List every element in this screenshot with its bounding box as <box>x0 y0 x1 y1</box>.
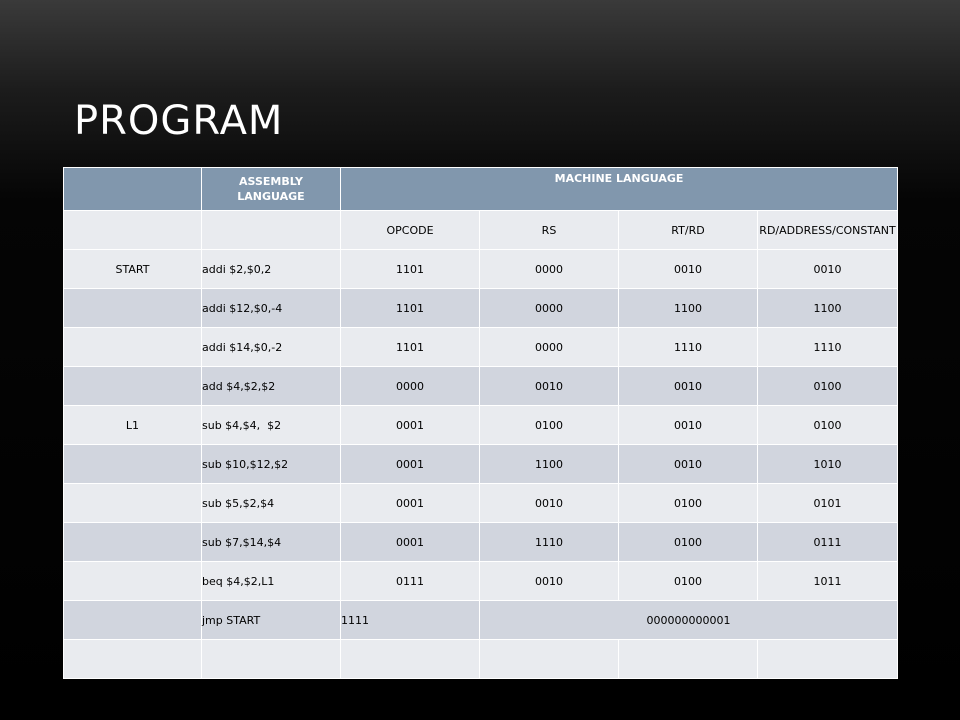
rt-rd-cell: 0010 <box>618 249 758 289</box>
subheader-rs: RS <box>479 210 619 250</box>
subheader-blank-cell <box>63 210 202 250</box>
table-row-jump: jmp START 1111 000000000001 <box>63 600 899 640</box>
rd-address-cell: 0100 <box>756 366 899 406</box>
rt-rd-cell: 1100 <box>618 288 758 328</box>
table-row: L1 sub $4,$4, $2 0001 0100 0010 0100 <box>63 405 899 445</box>
table-header-row: ASSEMBLY LANGUAGE MACHINE LANGUAGE <box>63 167 899 211</box>
assembly-instruction: jmp START <box>201 600 341 640</box>
opcode-cell: 0001 <box>340 405 480 445</box>
row-label <box>63 561 202 601</box>
rd-address-cell: 1100 <box>756 288 899 328</box>
slide-title: PROGRAM <box>74 98 284 144</box>
rs-cell: 0000 <box>479 288 619 328</box>
opcode-cell: 1101 <box>340 327 480 367</box>
empty-cell <box>618 639 758 679</box>
empty-cell <box>201 639 341 679</box>
rt-rd-cell: 0100 <box>618 483 758 523</box>
empty-cell <box>63 639 202 679</box>
table-row: START addi $2,$0,2 1101 0000 0010 0010 <box>63 249 899 289</box>
rt-rd-cell: 0010 <box>618 444 758 484</box>
header-machine-language: MACHINE LANGUAGE <box>339 167 899 211</box>
row-label: L1 <box>63 405 202 445</box>
rd-address-cell: 1110 <box>756 327 899 367</box>
subheader-blank-cell <box>201 210 341 250</box>
assembly-instruction: sub $4,$4, $2 <box>201 405 341 445</box>
table-subheader-row: OPCODE RS RT/RD RD/ADDRESS/CONSTANT <box>63 210 899 250</box>
empty-cell <box>756 639 899 679</box>
table-row-empty <box>63 639 899 679</box>
opcode-cell: 0001 <box>340 522 480 562</box>
program-table: ASSEMBLY LANGUAGE MACHINE LANGUAGE OPCOD… <box>63 167 899 679</box>
opcode-cell: 0001 <box>340 444 480 484</box>
row-label <box>63 600 202 640</box>
row-label <box>63 444 202 484</box>
opcode-cell: 1101 <box>340 249 480 289</box>
opcode-cell: 0111 <box>340 561 480 601</box>
rs-cell: 0000 <box>479 327 619 367</box>
rs-cell: 0010 <box>479 483 619 523</box>
assembly-instruction: sub $10,$12,$2 <box>201 444 341 484</box>
assembly-instruction: beq $4,$2,L1 <box>201 561 341 601</box>
rs-cell: 0010 <box>479 561 619 601</box>
rs-cell: 1110 <box>479 522 619 562</box>
subheader-rt-rd: RT/RD <box>618 210 758 250</box>
rd-address-cell: 0101 <box>756 483 899 523</box>
opcode-cell: 0001 <box>340 483 480 523</box>
rs-cell: 0000 <box>479 249 619 289</box>
row-label: START <box>63 249 202 289</box>
empty-cell <box>479 639 619 679</box>
rd-address-cell: 1011 <box>756 561 899 601</box>
assembly-instruction: addi $12,$0,-4 <box>201 288 341 328</box>
row-label <box>63 522 202 562</box>
rs-cell: 0010 <box>479 366 619 406</box>
opcode-cell: 1111 <box>340 600 480 640</box>
assembly-instruction: add $4,$2,$2 <box>201 366 341 406</box>
table-row: beq $4,$2,L1 0111 0010 0100 1011 <box>63 561 899 601</box>
subheader-rd-address-constant: RD/ADDRESS/CONSTANT <box>756 210 899 250</box>
rd-address-cell: 0111 <box>756 522 899 562</box>
opcode-cell: 1101 <box>340 288 480 328</box>
header-assembly-language: ASSEMBLY LANGUAGE <box>201 167 341 211</box>
rt-rd-cell: 0100 <box>618 561 758 601</box>
rt-rd-cell: 0010 <box>618 405 758 445</box>
row-label <box>63 483 202 523</box>
rs-cell: 0100 <box>479 405 619 445</box>
assembly-instruction: sub $7,$14,$4 <box>201 522 341 562</box>
table-row: addi $14,$0,-2 1101 0000 1110 1110 <box>63 327 899 367</box>
row-label <box>63 327 202 367</box>
assembly-instruction: addi $2,$0,2 <box>201 249 341 289</box>
rt-rd-cell: 1110 <box>618 327 758 367</box>
assembly-instruction: addi $14,$0,-2 <box>201 327 341 367</box>
rs-cell: 1100 <box>479 444 619 484</box>
table-row: sub $7,$14,$4 0001 1110 0100 0111 <box>63 522 899 562</box>
row-label <box>63 366 202 406</box>
table-row: addi $12,$0,-4 1101 0000 1100 1100 <box>63 288 899 328</box>
assembly-instruction: sub $5,$2,$4 <box>201 483 341 523</box>
rd-address-cell: 1010 <box>756 444 899 484</box>
row-label <box>63 288 202 328</box>
opcode-cell: 0000 <box>340 366 480 406</box>
rt-rd-cell: 0010 <box>618 366 758 406</box>
header-blank-cell <box>63 167 202 211</box>
rd-address-cell: 0010 <box>756 249 899 289</box>
table-row: sub $10,$12,$2 0001 1100 0010 1010 <box>63 444 899 484</box>
empty-cell <box>340 639 480 679</box>
rd-address-cell: 0100 <box>756 405 899 445</box>
table-row: sub $5,$2,$4 0001 0010 0100 0101 <box>63 483 899 523</box>
table-row: add $4,$2,$2 0000 0010 0010 0100 <box>63 366 899 406</box>
jump-address-cell: 000000000001 <box>478 600 899 640</box>
subheader-opcode: OPCODE <box>340 210 480 250</box>
rt-rd-cell: 0100 <box>618 522 758 562</box>
